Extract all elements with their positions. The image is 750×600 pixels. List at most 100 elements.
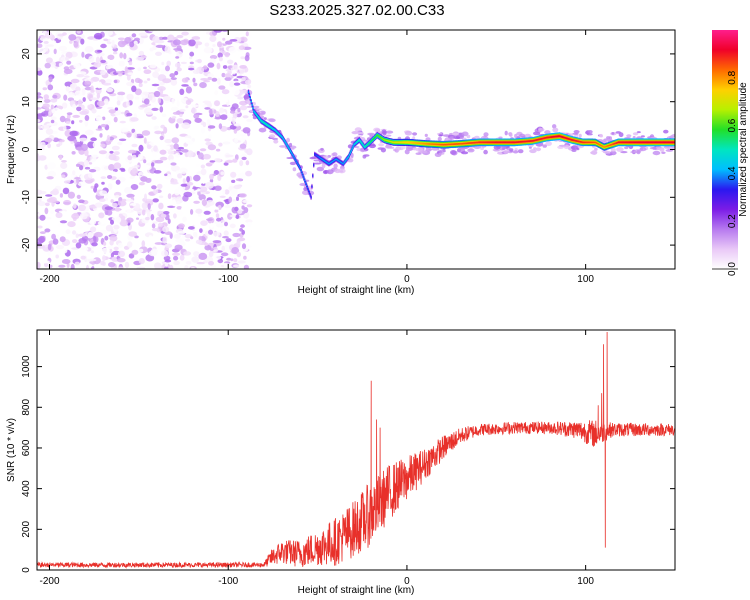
noise-blob [90,226,97,233]
noise-blob [59,193,64,198]
noise-blob [159,88,164,95]
noise-blob [134,88,142,96]
noise-blob [151,83,160,87]
ridge-cell [665,141,667,144]
halo-blob [286,157,295,159]
noise-blob [149,64,157,69]
noise-blob [241,156,247,161]
halo-blob [350,152,354,158]
ridge-cell [498,141,500,144]
ridge-cell [658,141,661,144]
noise-blob [186,150,194,158]
noise-blob [79,137,88,142]
noise-blob [60,162,68,169]
ridge-cell [664,141,666,144]
noise-blob [138,32,148,37]
noise-blob [37,225,43,229]
noise-blob [103,86,107,91]
snr-series-line [37,331,675,569]
ridge-cell [668,141,671,144]
snr-y-tick-label: 1000 [21,355,32,378]
noise-blob [164,261,169,267]
noise-blob [101,247,110,254]
ridge-cell [508,141,511,144]
noise-blob [84,115,90,121]
ridge-cell [346,158,348,160]
ridge-cell [501,141,503,144]
noise-blob [62,32,67,36]
noise-blob [137,79,143,84]
noise-blob [230,188,238,195]
noise-blob [42,103,50,109]
noise-blob [209,58,216,64]
noise-blob [142,91,150,96]
noise-blob [120,168,126,172]
halo-blob [480,146,484,151]
ridge-cell [592,141,595,144]
noise-blob [130,205,134,209]
noise-blob [155,44,165,49]
noise-blob [208,251,214,258]
noise-blob [138,248,144,253]
noise-blob [223,162,229,166]
spectrogram-x-tick-label: 100 [577,274,594,285]
ridge-cell [299,167,301,170]
noise-blob [149,47,154,52]
noise-blob [132,154,137,159]
noise-blob [151,228,160,232]
noise-blob [71,230,77,235]
noise-blob [198,252,208,260]
noise-blob [174,188,180,196]
ridge-cell [495,141,497,144]
ridge-cell [480,141,482,144]
halo-blob [453,136,461,140]
noise-blob [119,120,126,124]
noise-blob [97,49,103,53]
noise-blob [237,172,247,180]
noise-blob [181,122,191,129]
halo-blob [636,131,641,134]
noise-blob [92,142,98,148]
noise-blob [105,120,111,126]
noise-blob [175,152,181,158]
noise-blob [65,86,70,92]
ridge-cell [344,160,346,163]
noise-blob [65,210,72,216]
noise-blob [209,108,213,116]
noise-blob [84,46,94,53]
noise-blob [71,213,80,220]
noise-blob [201,104,208,108]
noise-blob [100,260,105,266]
noise-blob [241,243,247,250]
noise-blob [153,145,158,152]
ridge-cell [375,135,377,137]
noise-blob [37,261,41,269]
noise-blob [202,153,211,160]
ridge-cell [291,153,293,156]
noise-blob [218,85,226,90]
noise-blob [153,262,162,269]
noise-blob [44,228,51,233]
noise-blob [58,62,63,68]
noise-blob [164,243,173,249]
noise-blob [111,202,118,208]
noise-blob [52,238,59,245]
noise-blob [84,62,88,69]
ridge-cell [582,141,584,144]
noise-blob [129,176,135,179]
noise-blob [159,149,167,155]
noise-blob [104,206,113,211]
noise-blob [224,189,230,195]
noise-blob [214,116,222,120]
noise-blob [37,98,45,104]
noise-blob [75,242,82,249]
noise-blob [90,185,95,189]
noise-blob [188,67,195,71]
noise-blob [118,60,125,67]
halo-blob [576,147,580,151]
ridge-cell [503,141,505,144]
noise-blob [56,245,64,250]
halo-blob [503,149,509,154]
noise-blob [113,162,122,169]
noise-blob [181,31,189,36]
